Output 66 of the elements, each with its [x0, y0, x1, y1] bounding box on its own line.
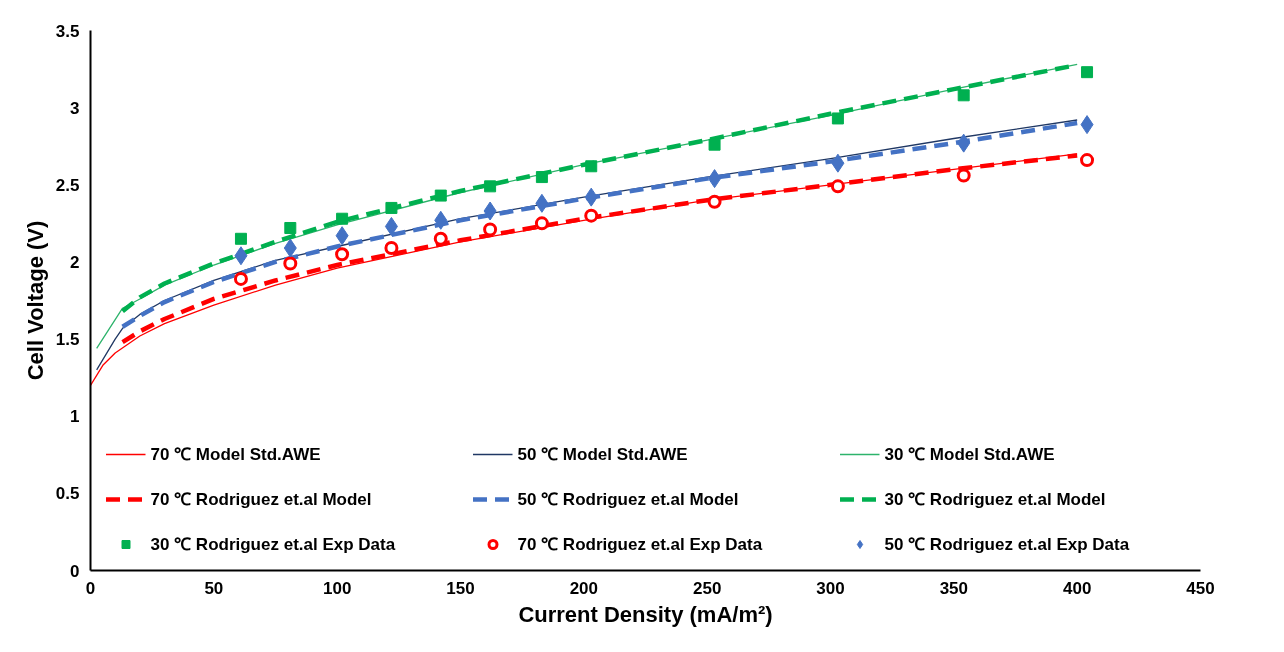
- point: [831, 112, 844, 125]
- point: [234, 232, 247, 245]
- line-series: [120, 120, 1080, 329]
- point: [585, 160, 598, 173]
- point: [1080, 115, 1094, 135]
- point: [283, 238, 297, 258]
- x-axis-title: Current Density (mA/m²): [518, 601, 773, 627]
- point: [234, 246, 248, 266]
- point: [335, 247, 350, 262]
- point: [385, 201, 398, 214]
- x-tick-label: 200: [569, 578, 599, 598]
- point: [535, 171, 548, 184]
- x-tick-label: 450: [1186, 578, 1215, 598]
- point: [1080, 153, 1095, 168]
- y-axis-title: Cell Voltage (V): [22, 220, 48, 381]
- legend-label: 30 ℃ Rodriguez et.al Exp Data: [150, 534, 397, 555]
- point: [830, 179, 845, 194]
- legend-label: 30 ℃ Rodriguez et.al Model: [884, 489, 1107, 510]
- y-tick-label: 3.5: [55, 21, 80, 41]
- x-tick-label: 300: [816, 578, 845, 598]
- y-tick-label: 0: [70, 561, 80, 581]
- legend-label: 70 ℃ Rodriguez et.al Exp Data: [517, 534, 764, 555]
- point: [233, 271, 248, 286]
- x-tick-label: 100: [322, 578, 352, 598]
- point: [384, 216, 398, 236]
- x-tick-label: 0: [85, 578, 96, 598]
- x-tick-label: 150: [446, 578, 475, 598]
- legend-label: 50 ℃ Rodriguez et.al Exp Data: [884, 534, 1131, 555]
- legend-label: 30 ℃ Model Std.AWE: [884, 444, 1056, 465]
- x-tick-label: 250: [692, 578, 722, 598]
- point: [434, 210, 448, 230]
- y-tick-label: 2: [70, 252, 80, 272]
- point: [335, 226, 349, 246]
- point: [483, 201, 497, 221]
- x-tick-label: 50: [204, 578, 224, 598]
- point: [336, 212, 349, 225]
- point: [957, 89, 970, 102]
- y-tick-label: 1.5: [55, 330, 80, 350]
- point: [384, 241, 399, 256]
- y-tick-label: 2.5: [55, 175, 80, 195]
- legend-label: 70 ℃ Rodriguez et.al Model: [150, 489, 373, 510]
- legend-label: 50 ℃ Model Std.AWE: [517, 444, 689, 465]
- point: [434, 189, 447, 202]
- point: [708, 138, 721, 151]
- point: [484, 180, 497, 193]
- point: [831, 153, 845, 173]
- point: [584, 187, 598, 207]
- point: [584, 208, 599, 223]
- point: [956, 168, 971, 183]
- x-tick-label: 350: [939, 578, 969, 598]
- point: [535, 193, 549, 213]
- point: [483, 222, 498, 237]
- x-tick-label: 400: [1062, 578, 1092, 598]
- point: [283, 256, 298, 271]
- point: [707, 194, 722, 209]
- point: [957, 133, 971, 153]
- point: [284, 221, 297, 234]
- y-tick-label: 0.5: [55, 484, 80, 504]
- legend-label: 50 ℃ Rodriguez et.al Model: [517, 489, 740, 510]
- y-tick-label: 1: [70, 407, 80, 427]
- y-tick-label: 3: [70, 98, 80, 118]
- point: [433, 231, 448, 246]
- point: [1081, 66, 1094, 79]
- point: [534, 216, 549, 231]
- legend-label: 70 ℃ Model Std.AWE: [150, 444, 322, 465]
- point: [708, 169, 722, 189]
